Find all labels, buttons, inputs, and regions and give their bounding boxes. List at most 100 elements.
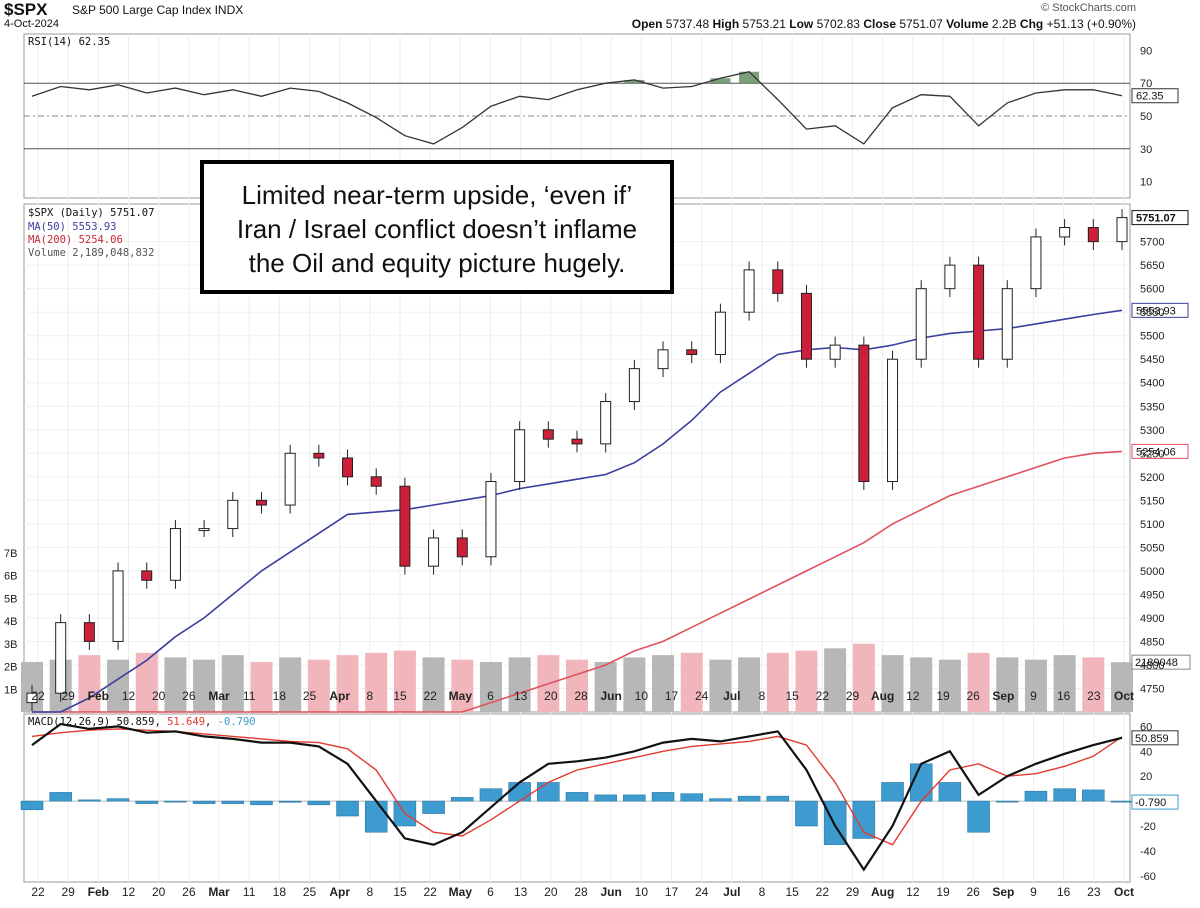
macd-histogram-bar	[680, 793, 703, 802]
x-tick-label-macd: Feb	[88, 885, 109, 899]
macd-histogram-bar	[565, 792, 589, 802]
candle-body	[514, 429, 526, 483]
macd-tick-label: -40	[1140, 846, 1156, 858]
macd-histogram-bar	[795, 800, 818, 827]
candle-body	[829, 344, 841, 360]
x-tick-label-macd: Jul	[723, 885, 740, 899]
ma200-tag	[1131, 443, 1189, 459]
annotation-callout: Limited near-term upside, ‘even if’ Iran…	[200, 160, 674, 294]
macd-histogram-bar	[336, 800, 359, 817]
macd-histogram-bar	[250, 800, 273, 806]
price-tick-label: 5550	[1140, 307, 1164, 319]
price-tick-label: 5600	[1140, 284, 1164, 296]
volume-bar	[566, 659, 588, 712]
candle-body	[255, 499, 267, 506]
macd-histogram-bar	[364, 800, 388, 833]
x-tick-label-price: 20	[152, 689, 166, 703]
candle-body	[887, 358, 899, 483]
price-tick-label: 5700	[1140, 237, 1164, 249]
macd-histogram-bar	[78, 799, 101, 802]
x-tick-label-price: 8	[759, 689, 766, 703]
x-tick-label-macd: 18	[273, 885, 287, 899]
x-tick-label-price: 15	[785, 689, 799, 703]
volume-legend: Volume 2,189,048,832	[28, 247, 155, 259]
hist-value-tag	[1131, 794, 1179, 810]
index-full-name: S&P 500 Large Cap Index	[72, 3, 212, 17]
candle-body	[944, 264, 956, 290]
price-tick-label: 5000	[1140, 566, 1164, 578]
x-tick-label-macd: Aug	[871, 885, 894, 899]
volume-bar	[680, 652, 703, 712]
low-value: 5702.83	[816, 17, 860, 31]
volume-bar	[795, 650, 818, 712]
volume-tick-label: 7B	[4, 548, 17, 560]
candle-body	[600, 401, 612, 445]
x-tick-label-macd: Apr	[329, 885, 350, 899]
x-tick-label-price: 22	[816, 689, 830, 703]
price-tick-label: 5350	[1140, 401, 1164, 413]
candle-body	[915, 288, 927, 360]
macd-tick-label: -60	[1140, 871, 1156, 883]
x-tick-label-price: 26	[182, 689, 196, 703]
candle-body	[284, 452, 296, 506]
x-tick-label-macd: 9	[1030, 885, 1037, 899]
macd-histogram-bar	[135, 800, 158, 804]
volume-bar	[996, 657, 1019, 712]
x-tick-label-price: 28	[574, 689, 588, 703]
candle-body	[141, 570, 153, 581]
macd-frame	[23, 713, 1131, 883]
chart-date: 4-Oct-2024	[4, 18, 60, 30]
volume-bar	[623, 657, 646, 712]
macd-histogram-bar	[1110, 800, 1134, 803]
x-tick-label-price: 20	[544, 689, 558, 703]
low-label: Low	[789, 17, 814, 31]
quote-summary: Open 5737.48 High 5753.21 Low 5702.83 Cl…	[632, 17, 1136, 31]
x-tick-label-macd: 8	[759, 885, 766, 899]
rsi-overbought-fill	[710, 78, 731, 84]
x-tick-label-price: Sep	[992, 689, 1014, 703]
macd-tick-label: 20	[1140, 771, 1152, 783]
macd-legend-hist: -0.790	[217, 716, 256, 728]
x-tick-label-macd: 20	[152, 885, 166, 899]
x-tick-label-macd: 25	[303, 885, 317, 899]
gridlines	[24, 34, 1130, 882]
price-tick-label: 4850	[1140, 636, 1164, 648]
candle-body	[1059, 227, 1071, 238]
x-tick-label-macd: Mar	[208, 885, 230, 899]
volume-bar	[1111, 662, 1133, 712]
volume-bar	[1053, 655, 1076, 712]
close-price-label: 5751.07	[1136, 213, 1176, 225]
close-value: 5751.07	[899, 17, 943, 31]
volume-bar	[307, 659, 330, 712]
volume-bar	[967, 652, 990, 712]
x-tick-label-price: Aug	[871, 689, 894, 703]
volume-label: Volume	[946, 17, 989, 31]
macd-histogram-bar	[278, 800, 302, 803]
x-tick-label-price: 24	[695, 689, 709, 703]
x-tick-label-macd: 22	[816, 885, 830, 899]
macd-histogram-bar	[508, 782, 531, 802]
x-tick-label-price: 18	[273, 689, 287, 703]
x-tick-label-price: Feb	[88, 689, 109, 703]
chg-label: Chg	[1019, 17, 1044, 31]
x-tick-label-macd: 10	[635, 885, 649, 899]
macd-histogram-bar	[164, 800, 187, 803]
volume-bar	[852, 643, 875, 712]
candle-body	[55, 622, 67, 694]
volume-bar	[881, 655, 904, 712]
candle-body	[399, 485, 411, 567]
macd-histogram-bar	[967, 800, 990, 833]
macd-histogram-bar	[1082, 789, 1105, 802]
candle-body	[772, 269, 784, 294]
x-tick-label-macd: 13	[514, 885, 528, 899]
rsi-legend: RSI(14) 62.35	[28, 36, 111, 48]
close-price-tag	[1131, 210, 1189, 226]
macd-histogram-bar	[996, 800, 1019, 803]
volume-tick-label: 1B	[4, 684, 17, 696]
macd-line	[31, 722, 1123, 872]
volume-bar	[279, 657, 302, 712]
x-tick-label-macd: 17	[665, 885, 679, 899]
candle-body	[686, 349, 698, 356]
x-tick-label-macd: Oct	[1114, 885, 1134, 899]
x-tick-label-macd: Jun	[600, 885, 621, 899]
